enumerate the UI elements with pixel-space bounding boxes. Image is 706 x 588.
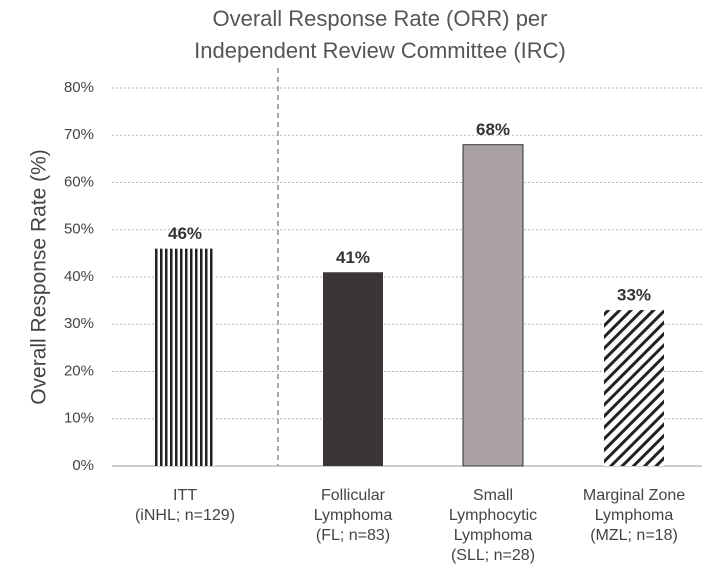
y-tick-label: 10% [64, 410, 94, 427]
y-tick-label: 50% [64, 221, 94, 238]
y-tick-label: 40% [64, 268, 94, 285]
bar [155, 248, 215, 466]
y-tick-label: 0% [72, 457, 94, 474]
bar [604, 310, 664, 466]
x-tick-label: Marginal Zone Lymphoma (MZL; n=18) [583, 487, 685, 544]
y-tick-label: 80% [64, 79, 94, 96]
y-axis-label: Overall Response Rate (%) [28, 149, 51, 405]
value-label: 68% [476, 120, 510, 139]
value-label: 41% [336, 248, 370, 267]
x-tick-label: ITT (iNHL; n=129) [135, 487, 235, 524]
y-tick-label: 70% [64, 126, 94, 143]
chart-title: Overall Response Rate (ORR) per Independe… [194, 6, 566, 63]
value-label: 33% [617, 286, 651, 305]
bar [323, 272, 383, 466]
x-tick-label: Small Lymphocytic Lymphoma (SLL; n=28) [449, 487, 537, 564]
y-tick-label: 60% [64, 173, 94, 190]
y-tick-label: 30% [64, 315, 94, 332]
bar [462, 144, 524, 467]
x-tick-label: Follicular Lymphoma (FL; n=83) [314, 487, 393, 544]
y-tick-label: 20% [64, 362, 94, 379]
value-label: 46% [168, 224, 202, 243]
